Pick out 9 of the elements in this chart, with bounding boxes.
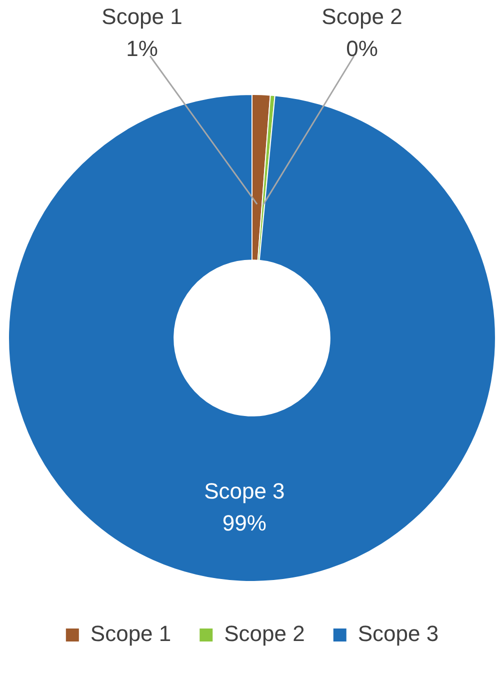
legend-label: Scope 2 [224, 621, 305, 646]
data-label: 1% [126, 36, 158, 62]
slice-label: Scope 2 [322, 4, 402, 30]
legend-label: Scope 1 [90, 621, 172, 646]
slice-label: Scope 3 [204, 478, 285, 504]
legend-label: Scope 3 [358, 621, 439, 646]
slice-label: Scope 1 [102, 4, 182, 30]
data-label: 99% [222, 510, 266, 536]
data-label: 0% [346, 36, 378, 62]
